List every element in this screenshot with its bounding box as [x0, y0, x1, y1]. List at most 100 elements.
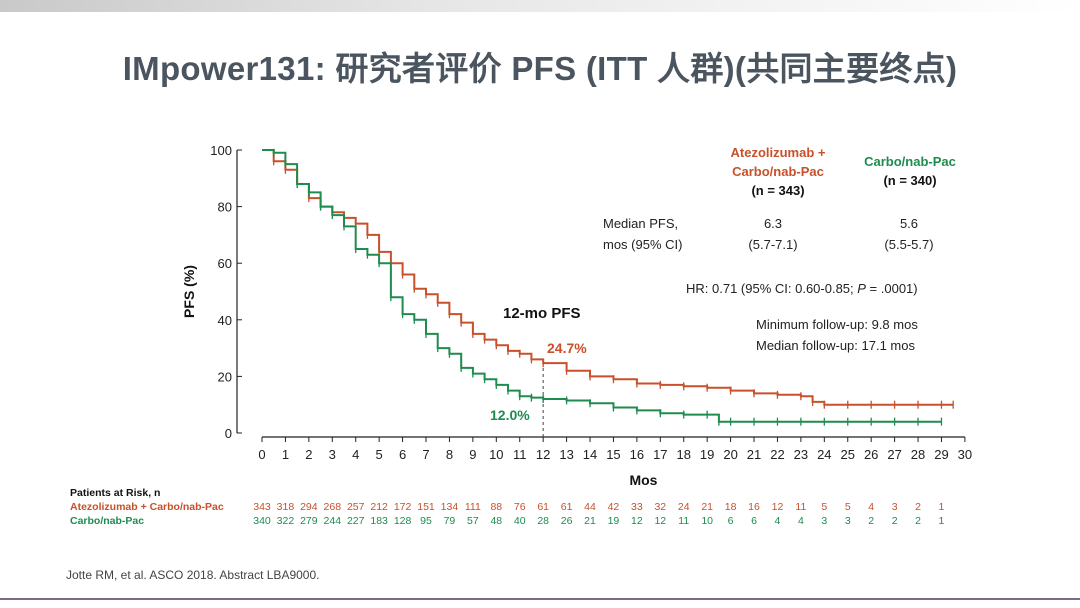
x-tick-label: 19	[700, 447, 714, 462]
legend-carbo: Carbo/nab-Pac (n = 340)	[845, 152, 975, 190]
risk-value-atezo: 21	[701, 501, 713, 513]
carbo-median-value: 5.6	[899, 216, 919, 231]
risk-value-carbo: 128	[393, 515, 412, 527]
risk-value-atezo: 1	[938, 501, 945, 513]
x-axis-label: Mos	[629, 472, 657, 488]
x-tick-label: 21	[747, 447, 761, 462]
risk-value-atezo: 88	[490, 501, 503, 513]
risk-value-carbo: 79	[443, 515, 456, 527]
x-tick-label: 7	[422, 447, 429, 462]
legend-carbo-n: (n = 340)	[883, 173, 937, 188]
risk-value-atezo: 212	[370, 501, 388, 513]
risk-value-atezo: 76	[513, 501, 526, 513]
slide-title: IMpower131: 研究者评价 PFS (ITT 人群)(共同主要终点)	[122, 50, 958, 87]
x-tick-label: 26	[864, 447, 878, 462]
risk-value-atezo: 151	[417, 501, 435, 513]
x-tick-label: 28	[911, 447, 925, 462]
twelve-mo-label: 12-mo PFS	[503, 305, 581, 322]
hr-p: P	[857, 281, 866, 296]
x-tick-label: 20	[723, 447, 737, 462]
legend-atezo: Atezolizumab + Carbo/nab-Pac (n = 343)	[708, 143, 848, 200]
risk-value-atezo: 44	[584, 501, 596, 513]
x-tick-label: 1	[282, 447, 289, 462]
x-tick-label: 17	[653, 447, 667, 462]
legend-atezo-line2: Carbo/nab-Pac	[732, 164, 824, 179]
y-tick-label: 40	[218, 313, 232, 328]
risk-value-carbo: 12	[631, 515, 643, 527]
risk-label-carbo: Carbo/nab-Pac	[70, 515, 145, 527]
risk-value-carbo: 2	[891, 515, 898, 527]
x-tick-label: 2	[305, 447, 312, 462]
y-tick-label: 0	[225, 426, 232, 441]
atezo-median: 6.3 (5.7-7.1)	[728, 213, 818, 255]
risk-table-header: Patients at Risk, n	[70, 487, 161, 499]
risk-value-carbo: 12	[654, 515, 667, 527]
footnote: Jotte RM, et al. ASCO 2018. Abstract LBA…	[66, 568, 320, 582]
median-pfs-label-line2: mos (95% CI)	[603, 237, 683, 252]
x-tick-label: 18	[677, 447, 691, 462]
risk-value-carbo: 4	[797, 515, 804, 527]
risk-value-carbo: 6	[727, 515, 734, 527]
legend-atezo-line1: Atezolizumab +	[730, 145, 826, 160]
y-tick-label: 60	[218, 256, 232, 271]
x-tick-label: 22	[770, 447, 784, 462]
risk-value-carbo: 279	[300, 515, 318, 527]
x-tick-label: 15	[606, 447, 620, 462]
risk-value-atezo: 18	[724, 501, 737, 513]
risk-value-atezo: 32	[654, 501, 667, 513]
x-tick-label: 8	[446, 447, 453, 462]
risk-value-carbo: 26	[560, 515, 573, 527]
median-pfs-label: Median PFS, mos (95% CI)	[603, 213, 682, 255]
y-tick-label: 80	[218, 200, 232, 215]
x-tick-label: 30	[958, 447, 972, 462]
risk-value-carbo: 2	[915, 515, 921, 527]
atezo-12mo-value: 24.7%	[547, 340, 587, 356]
median-followup: Median follow-up: 17.1 mos	[756, 338, 915, 353]
legend-carbo-line1: Carbo/nab-Pac	[864, 154, 956, 169]
risk-value-atezo: 42	[607, 501, 620, 513]
risk-value-atezo: 24	[677, 501, 690, 513]
risk-value-atezo: 33	[631, 501, 643, 513]
risk-value-carbo: 57	[467, 515, 479, 527]
risk-value-atezo: 343	[253, 501, 271, 513]
risk-value-carbo: 95	[420, 515, 432, 527]
y-axis-label: PFS (%)	[181, 265, 197, 318]
risk-value-carbo: 1	[938, 515, 945, 527]
risk-value-carbo: 2	[868, 515, 875, 527]
risk-value-carbo: 6	[751, 515, 757, 527]
median-pfs-label-line1: Median PFS,	[603, 216, 679, 231]
risk-value-atezo: 2	[915, 501, 921, 513]
risk-value-atezo: 5	[844, 501, 851, 513]
x-tick-label: 25	[841, 447, 855, 462]
risk-value-atezo: 12	[771, 501, 784, 513]
risk-value-carbo: 3	[821, 515, 828, 527]
bottom-rule	[0, 598, 1080, 600]
risk-value-atezo: 318	[276, 501, 295, 513]
x-tick-label: 24	[817, 447, 831, 462]
y-tick-label: 100	[210, 143, 232, 158]
risk-value-atezo: 16	[748, 501, 760, 513]
risk-value-carbo: 4	[774, 515, 781, 527]
risk-value-carbo: 3	[844, 515, 851, 527]
y-tick-label: 20	[218, 369, 232, 384]
hr-prefix: HR: 0.71 (95% CI: 0.60-0.85;	[686, 281, 858, 296]
risk-value-atezo: 294	[300, 501, 318, 513]
carbo-12mo-value: 12.0%	[490, 407, 530, 423]
risk-value-carbo: 48	[490, 515, 503, 527]
risk-label-atezo: Atezolizumab + Carbo/nab-Pac	[70, 501, 224, 513]
x-tick-label: 3	[329, 447, 336, 462]
risk-value-carbo: 227	[346, 515, 365, 527]
x-tick-label: 5	[376, 447, 383, 462]
risk-value-carbo: 21	[584, 515, 596, 527]
risk-value-atezo: 268	[323, 501, 342, 513]
risk-value-carbo: 28	[537, 515, 549, 527]
hazard-ratio: HR: 0.71 (95% CI: 0.60-0.85; P = .0001)	[686, 278, 918, 299]
x-tick-label: 16	[630, 447, 644, 462]
risk-value-carbo: 40	[513, 515, 526, 527]
risk-value-atezo: 4	[868, 501, 875, 513]
x-tick-label: 11	[513, 447, 527, 462]
risk-value-carbo: 183	[370, 515, 388, 527]
x-tick-label: 10	[489, 447, 503, 462]
x-tick-label: 4	[352, 447, 359, 462]
min-followup: Minimum follow-up: 9.8 mos	[756, 317, 918, 332]
